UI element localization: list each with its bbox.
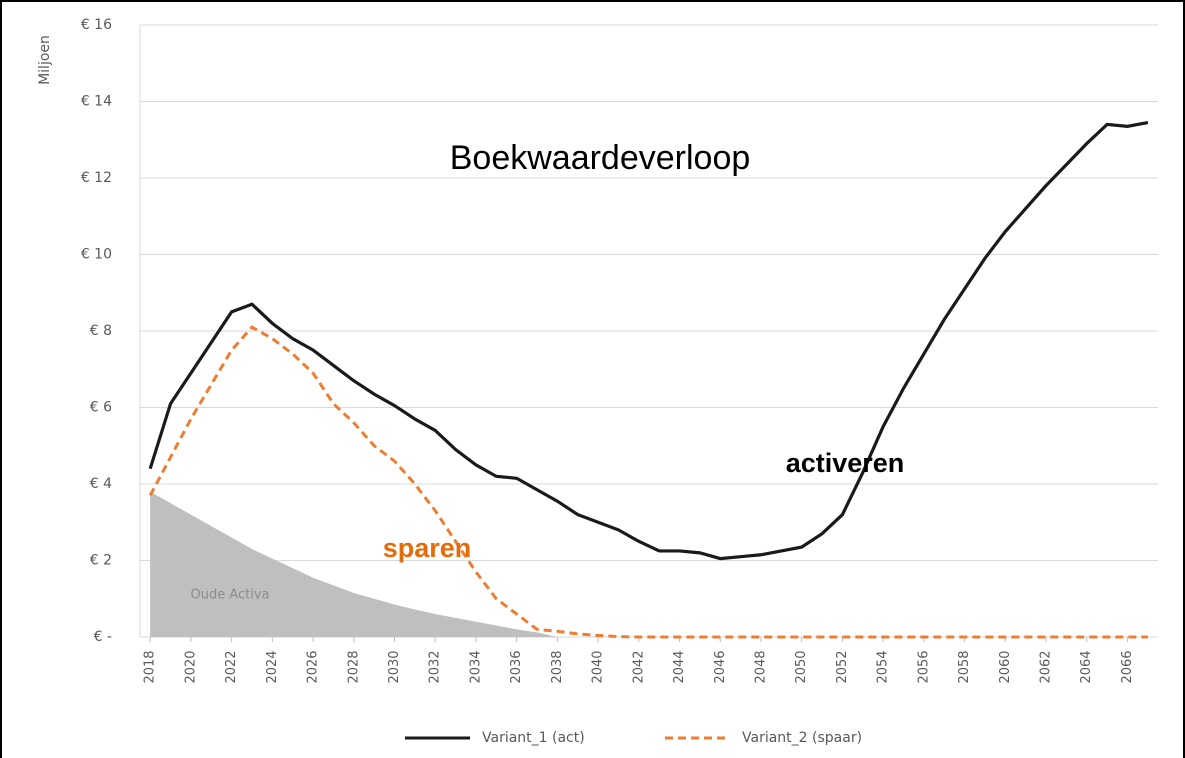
- y-tick-label: € -: [94, 629, 112, 645]
- x-tick-label: 2024: [265, 650, 280, 683]
- y-tick-label: € 8: [90, 323, 112, 339]
- annotation: activeren: [786, 448, 905, 478]
- x-tick-label: 2026: [306, 650, 321, 683]
- x-tick-label: 2050: [794, 650, 809, 683]
- y-tick-label: € 2: [90, 553, 112, 569]
- legend-label: Variant_2 (spaar): [742, 730, 862, 746]
- x-tick-label: 2060: [998, 650, 1013, 683]
- area: [150, 491, 1148, 637]
- y-tick-label: € 16: [81, 17, 112, 33]
- y-tick-label: € 4: [90, 476, 112, 492]
- x-tick-label: 2034: [468, 650, 483, 683]
- x-tick-label: 2058: [957, 650, 972, 683]
- x-tick-label: 2020: [183, 650, 198, 683]
- y-tick-label: € 10: [81, 247, 112, 263]
- x-tick-label: 2022: [224, 650, 239, 683]
- line: [148, 120, 1149, 561]
- y-tick-label: € 12: [81, 170, 112, 186]
- x-tick-label: 2046: [713, 650, 728, 683]
- legend-label: Variant_1 (act): [482, 730, 585, 746]
- x-tick-label: 2038: [550, 650, 565, 683]
- x-tick-label: 2032: [428, 650, 443, 683]
- x-tick-label: 2042: [631, 650, 646, 683]
- x-tick-label: 2052: [835, 650, 850, 683]
- x-tick-label: 2030: [387, 650, 402, 683]
- x-tick-label: 2040: [591, 650, 606, 683]
- y-tick-label: € 6: [90, 400, 112, 416]
- area-label: Oude Activa: [190, 588, 269, 603]
- line: [148, 325, 1148, 639]
- annotation: sparen: [383, 533, 472, 563]
- x-tick-label: 2056: [916, 650, 931, 683]
- x-tick-label: 2036: [509, 650, 524, 683]
- x-tick-label: 2062: [1039, 650, 1054, 683]
- x-tick-label: 2054: [876, 650, 891, 683]
- x-tick-label: 2028: [346, 650, 361, 683]
- x-tick-label: 2064: [1079, 650, 1094, 683]
- y-axis-label: Miljoen: [37, 35, 53, 85]
- x-tick-label: 2066: [1120, 650, 1135, 683]
- x-tick-label: 2048: [753, 650, 768, 683]
- x-tick-label: 2018: [143, 650, 158, 683]
- x-tick-label: 2044: [672, 650, 687, 683]
- y-tick-label: € 14: [81, 94, 112, 110]
- chart-title: Boekwaardeverloop: [450, 139, 751, 177]
